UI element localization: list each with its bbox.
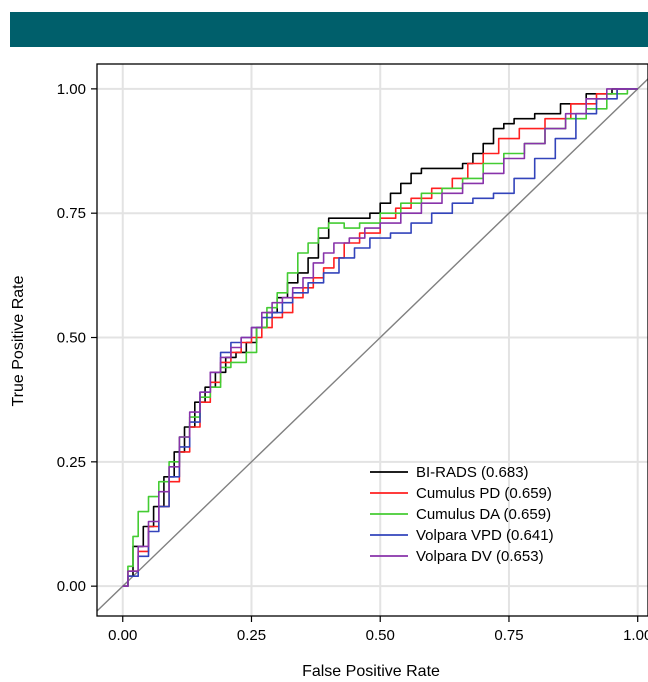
x-tick-label: 1.00 — [623, 627, 648, 644]
legend-label: Cumulus PD (0.659) — [416, 485, 552, 502]
plot-frame — [96, 63, 648, 617]
grid — [97, 64, 648, 616]
x-tick-label: 0.50 — [366, 627, 395, 644]
x-tick-label: 0.25 — [237, 627, 266, 644]
header-bar — [10, 12, 648, 47]
x-tick-label: 0.00 — [108, 627, 137, 644]
y-axis-title: True Positive Rate — [10, 275, 27, 406]
x-axis-title: False Positive Rate — [302, 663, 440, 680]
legend-label: Volpara VPD (0.641) — [416, 527, 554, 544]
legend-label: Volpara DV (0.653) — [416, 548, 544, 565]
diagonal-reference-line — [96, 78, 648, 612]
y-axis-ticks: 0.00 0.25 0.50 0.75 1.00 — [57, 81, 97, 595]
series-line-cumulus-da — [122, 88, 638, 587]
legend: BI-RADS (0.683) Cumulus PD (0.659) Cumulus… — [370, 464, 554, 565]
y-tick-label: 0.25 — [57, 454, 86, 471]
x-tick-label: 0.75 — [494, 627, 523, 644]
legend-label: Cumulus DA (0.659) — [416, 506, 551, 523]
legend-label: BI-RADS (0.683) — [416, 464, 529, 481]
series-line-volpara-dv — [122, 88, 638, 587]
series-layer — [122, 88, 638, 587]
y-tick-label: 1.00 — [57, 81, 86, 98]
y-tick-label: 0.75 — [57, 205, 86, 222]
x-axis-ticks: 0.00 0.25 0.50 0.75 1.00 — [108, 616, 648, 644]
y-tick-label: 0.50 — [57, 330, 86, 347]
y-tick-label: 0.00 — [57, 578, 86, 595]
